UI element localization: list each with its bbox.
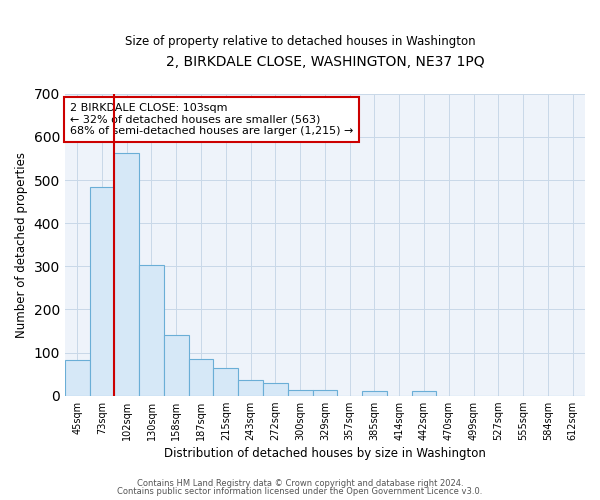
- Bar: [214, 368, 238, 396]
- Text: 2 BIRKDALE CLOSE: 103sqm
← 32% of detached houses are smaller (563)
68% of semi-: 2 BIRKDALE CLOSE: 103sqm ← 32% of detach…: [70, 103, 353, 136]
- Bar: [89, 187, 115, 396]
- Bar: [238, 380, 263, 396]
- Bar: [65, 360, 89, 396]
- Bar: [362, 390, 387, 396]
- Text: Contains public sector information licensed under the Open Government Licence v3: Contains public sector information licen…: [118, 487, 482, 496]
- Title: 2, BIRKDALE CLOSE, WASHINGTON, NE37 1PQ: 2, BIRKDALE CLOSE, WASHINGTON, NE37 1PQ: [166, 55, 484, 69]
- Bar: [188, 358, 214, 396]
- Text: Size of property relative to detached houses in Washington: Size of property relative to detached ho…: [125, 35, 475, 48]
- Bar: [288, 390, 313, 396]
- Y-axis label: Number of detached properties: Number of detached properties: [15, 152, 28, 338]
- Bar: [412, 390, 436, 396]
- Bar: [313, 390, 337, 396]
- Text: Contains HM Land Registry data © Crown copyright and database right 2024.: Contains HM Land Registry data © Crown c…: [137, 478, 463, 488]
- Bar: [263, 383, 288, 396]
- Bar: [115, 153, 139, 396]
- X-axis label: Distribution of detached houses by size in Washington: Distribution of detached houses by size …: [164, 447, 486, 460]
- Bar: [139, 266, 164, 396]
- Bar: [164, 336, 188, 396]
